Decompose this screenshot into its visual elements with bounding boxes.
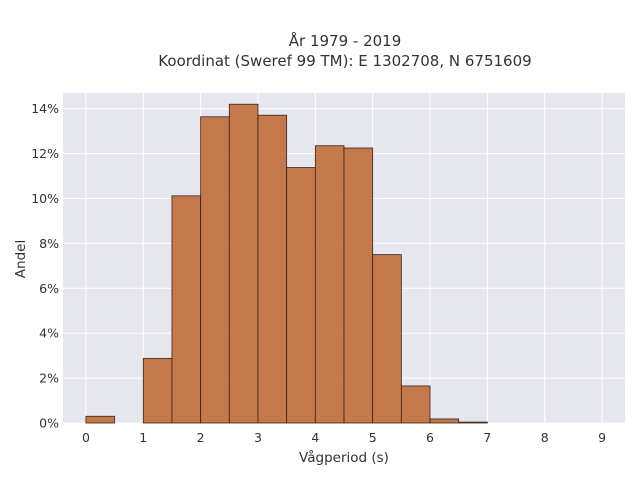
y-tick-label: 4% [39, 326, 59, 341]
chart-title-line-2: Koordinat (Sweref 99 TM): E 1302708, N 6… [158, 52, 531, 70]
x-tick-label: 5 [369, 430, 377, 445]
y-tick-label: 6% [39, 281, 59, 296]
histogram-bar [314, 145, 345, 424]
y-tick-label: 10% [31, 191, 59, 206]
histogram-bar [286, 167, 316, 424]
histogram-bar [257, 114, 288, 424]
histogram-bar [458, 421, 488, 424]
y-tick-label: 14% [31, 101, 59, 116]
x-tick-label: 6 [426, 430, 434, 445]
y-axis-ticks: 0% 2% 4% 6% 8% 10% 12% 14% [31, 101, 59, 430]
x-tick-label: 0 [82, 430, 90, 445]
x-tick-label: 7 [483, 430, 491, 445]
histogram-bar [171, 195, 202, 424]
y-tick-label: 8% [39, 236, 59, 251]
x-tick-label: 9 [598, 430, 606, 445]
x-tick-label: 1 [139, 430, 147, 445]
histogram-bar [200, 116, 230, 424]
x-axis-label: Vågperiod (s) [299, 449, 389, 466]
x-tick-label: 3 [254, 430, 262, 445]
y-tick-label: 12% [31, 146, 59, 161]
histogram-bar [343, 147, 374, 424]
histogram-bar [228, 103, 259, 424]
y-axis-label: Andel [13, 240, 29, 278]
histogram-bar [142, 357, 173, 424]
x-tick-label: 8 [541, 430, 549, 445]
x-axis-ticks: 0 1 2 3 4 5 6 7 8 9 [82, 430, 606, 445]
bars [85, 103, 488, 424]
histogram-bar [372, 254, 402, 424]
x-tick-label: 4 [311, 430, 319, 445]
x-tick-label: 2 [197, 430, 205, 445]
histogram-bar [400, 385, 431, 424]
chart-title-line-1: År 1979 - 2019 [289, 31, 402, 50]
histogram-bar [429, 418, 460, 424]
y-tick-label: 0% [39, 416, 59, 431]
y-tick-label: 2% [39, 371, 59, 386]
histogram-bar [85, 415, 116, 424]
